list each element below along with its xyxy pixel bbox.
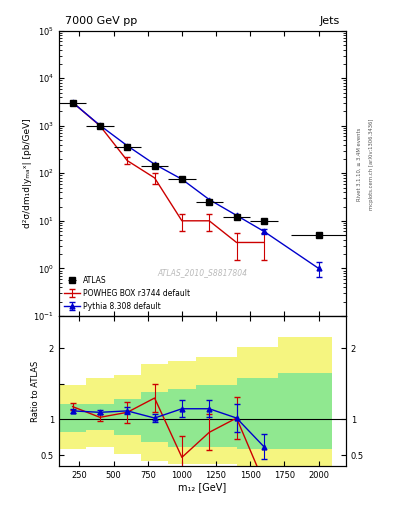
Y-axis label: d²σ/dm₁d|yₘₐˣ| [pb/GeV]: d²σ/dm₁d|yₘₐˣ| [pb/GeV] bbox=[23, 118, 32, 228]
Bar bbox=[86, 378, 114, 446]
Bar bbox=[114, 399, 141, 435]
Text: 7000 GeV pp: 7000 GeV pp bbox=[65, 16, 137, 27]
Bar bbox=[277, 373, 332, 450]
Bar bbox=[237, 347, 277, 468]
Bar bbox=[277, 337, 332, 468]
Bar bbox=[141, 392, 168, 442]
Text: Jets: Jets bbox=[320, 16, 340, 27]
Bar bbox=[86, 404, 114, 430]
X-axis label: m₁₂ [GeV]: m₁₂ [GeV] bbox=[178, 482, 226, 493]
Text: ATLAS_2010_S8817804: ATLAS_2010_S8817804 bbox=[157, 269, 248, 278]
Bar bbox=[237, 378, 277, 450]
Bar bbox=[59, 404, 86, 432]
Bar bbox=[196, 356, 237, 464]
Bar bbox=[59, 385, 86, 450]
Bar bbox=[168, 361, 196, 464]
Text: mcplots.cern.ch [arXiv:1306.3436]: mcplots.cern.ch [arXiv:1306.3436] bbox=[369, 118, 374, 209]
Bar bbox=[168, 390, 196, 446]
Y-axis label: Ratio to ATLAS: Ratio to ATLAS bbox=[31, 360, 40, 421]
Legend: ATLAS, POWHEG BOX r3744 default, Pythia 8.308 default: ATLAS, POWHEG BOX r3744 default, Pythia … bbox=[63, 274, 191, 312]
Bar bbox=[196, 385, 237, 446]
Text: Rivet 3.1.10, ≥ 3.4M events: Rivet 3.1.10, ≥ 3.4M events bbox=[357, 127, 362, 201]
Bar bbox=[114, 375, 141, 454]
Bar bbox=[141, 364, 168, 461]
